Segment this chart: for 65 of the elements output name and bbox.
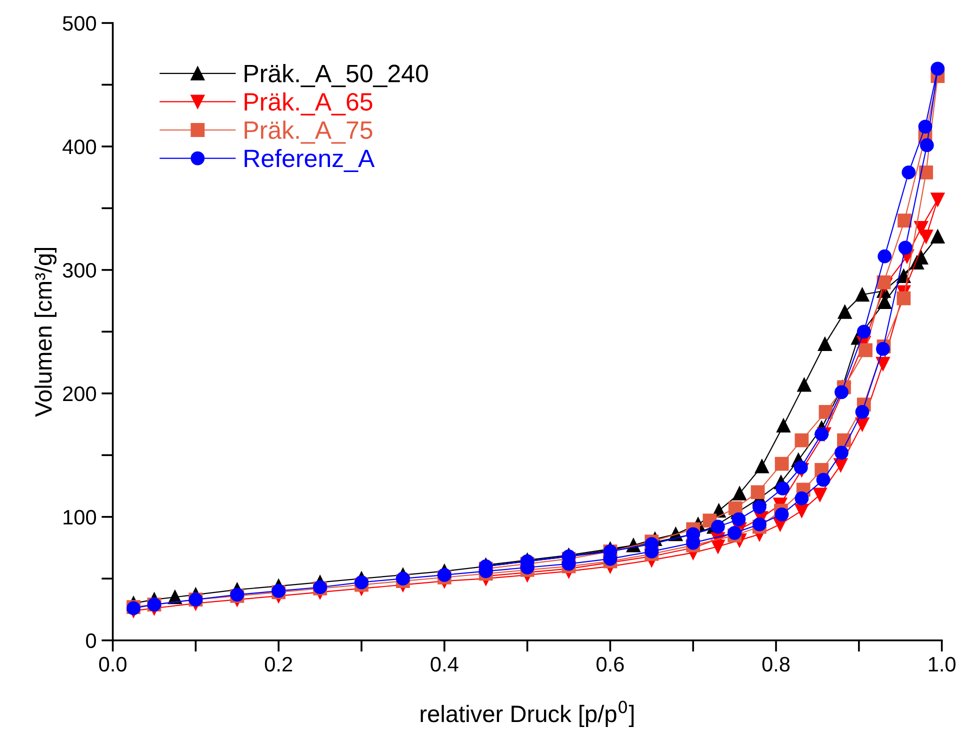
x-tick-label: 1.0 xyxy=(928,656,956,672)
point xyxy=(732,512,746,526)
legend-label: Referenz_A xyxy=(244,148,375,172)
point xyxy=(794,460,808,474)
point xyxy=(876,342,890,356)
point xyxy=(752,517,766,532)
y-tick-label: 200 xyxy=(63,386,96,402)
point xyxy=(856,324,871,339)
point xyxy=(797,378,812,392)
y-tick-label: 500 xyxy=(62,16,96,31)
point xyxy=(855,404,870,419)
point xyxy=(855,288,870,302)
y-tick-label: 400 xyxy=(62,139,96,154)
point xyxy=(838,304,852,319)
point xyxy=(814,427,829,442)
x-tick-label: 0.0 xyxy=(99,656,126,672)
point xyxy=(794,433,809,448)
point xyxy=(914,221,928,235)
point xyxy=(878,249,892,264)
point xyxy=(728,526,742,540)
point xyxy=(776,418,790,432)
point xyxy=(711,520,725,534)
point xyxy=(876,356,890,371)
legend-label: Präk._A_75 xyxy=(244,120,372,144)
point xyxy=(930,62,945,76)
point xyxy=(354,575,368,590)
point xyxy=(896,291,911,306)
point xyxy=(794,504,809,518)
point xyxy=(834,385,848,400)
x-tick-label: 0.2 xyxy=(264,656,292,672)
y-tick-label: 100 xyxy=(64,510,96,525)
point xyxy=(898,214,912,228)
point xyxy=(794,491,809,506)
point xyxy=(834,446,848,460)
legend-label: Präk._A_65 xyxy=(244,92,372,116)
point xyxy=(920,138,934,152)
point xyxy=(818,404,833,419)
y-tick-label: 300 xyxy=(62,262,96,278)
legend-label: Präk._A_50_240 xyxy=(244,64,428,88)
x-axis-title: relativer Druck [p/p$^{0}$] xyxy=(420,700,634,727)
x-tick-label: 0.4 xyxy=(430,656,458,672)
point xyxy=(813,488,827,502)
point xyxy=(898,240,912,255)
point xyxy=(818,337,832,351)
point xyxy=(752,500,766,514)
point xyxy=(902,165,916,180)
point xyxy=(876,275,891,290)
point xyxy=(754,459,769,474)
point xyxy=(396,572,410,586)
point xyxy=(858,343,872,358)
y-axis-title: Volumen [cm³/g] xyxy=(34,248,57,417)
point xyxy=(816,472,830,487)
point xyxy=(930,192,945,207)
x-tick-label: 0.8 xyxy=(762,656,790,672)
point xyxy=(750,485,765,500)
point xyxy=(774,507,789,522)
y-tick-label: 0 xyxy=(86,633,96,648)
x-tick-label: 0.6 xyxy=(596,656,624,672)
point xyxy=(437,568,452,582)
point xyxy=(918,120,932,134)
point xyxy=(776,482,790,496)
point xyxy=(774,456,789,471)
point xyxy=(919,165,934,180)
point xyxy=(732,486,746,500)
point xyxy=(930,230,945,244)
